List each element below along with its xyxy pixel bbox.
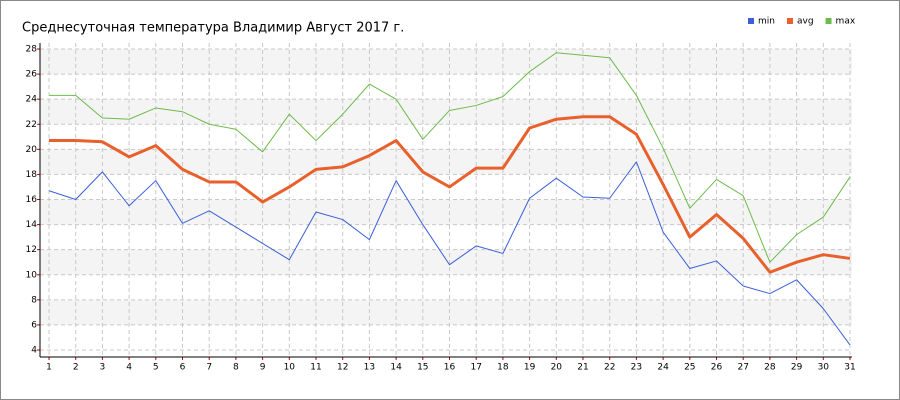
y-tick-label: 16 [26,195,38,205]
x-tick-label: 24 [657,363,669,373]
legend-swatch [786,18,793,24]
x-tick-label: 4 [126,363,132,373]
x-tick-label: 31 [844,363,855,373]
x-tick-label: 14 [390,363,402,373]
y-tick-label: 6 [31,320,37,330]
x-tick-label: 12 [337,363,348,373]
x-tick-label: 7 [206,363,212,373]
x-tick-label: 21 [577,363,588,373]
grid-band [40,99,852,125]
x-tick-label: 22 [604,363,615,373]
grid-band [40,49,852,75]
y-tick-label: 22 [26,120,37,130]
x-tick-label: 9 [260,363,266,373]
x-tick-label: 1 [46,363,52,373]
x-tick-label: 8 [233,363,239,373]
x-tick-label: 15 [417,363,428,373]
grid-band [40,149,852,175]
x-tick-label: 6 [180,363,186,373]
legend-label: avg [797,17,814,27]
x-tick-label: 3 [100,363,106,373]
y-tick-label: 24 [26,95,38,105]
y-tick-label: 4 [31,346,37,356]
x-tick-label: 2 [73,363,79,373]
series-line [48,161,851,346]
x-tick-label: 29 [791,363,803,373]
x-tick-label: 26 [711,363,723,373]
y-tick-label: 18 [26,170,38,180]
y-tick-label: 14 [26,220,38,230]
series-line [49,115,851,274]
x-tick-label: 10 [284,363,296,373]
x-tick-label: 13 [364,363,375,373]
x-tick-label: 27 [737,363,748,373]
series-line [49,52,851,263]
x-tick-label: 5 [153,363,159,373]
x-tick-label: 23 [631,363,642,373]
x-tick-label: 28 [764,363,776,373]
x-tick-label: 25 [684,363,695,373]
legend-label: max [836,17,856,27]
legend-swatch [748,18,754,24]
x-tick-label: 17 [470,363,481,373]
chart-title: Среднесуточная температура Владимир Авгу… [22,21,404,36]
y-tick-label: 8 [31,295,37,305]
x-tick-label: 19 [524,363,536,373]
x-tick-label: 11 [310,363,321,373]
y-tick-label: 26 [26,70,38,80]
y-tick-label: 12 [26,245,37,255]
grid-band [40,299,852,325]
x-tick-label: 16 [444,363,456,373]
grid-band [40,199,852,225]
x-tick-label: 30 [818,363,830,373]
y-tick-label: 20 [26,145,38,155]
y-tick-label: 28 [26,45,38,55]
x-tick-label: 18 [497,363,509,373]
x-tick-label: 20 [551,363,563,373]
legend-label: min [758,17,775,27]
legend-swatch [825,18,832,24]
y-tick-label: 10 [26,270,38,280]
grid-band [40,249,852,275]
